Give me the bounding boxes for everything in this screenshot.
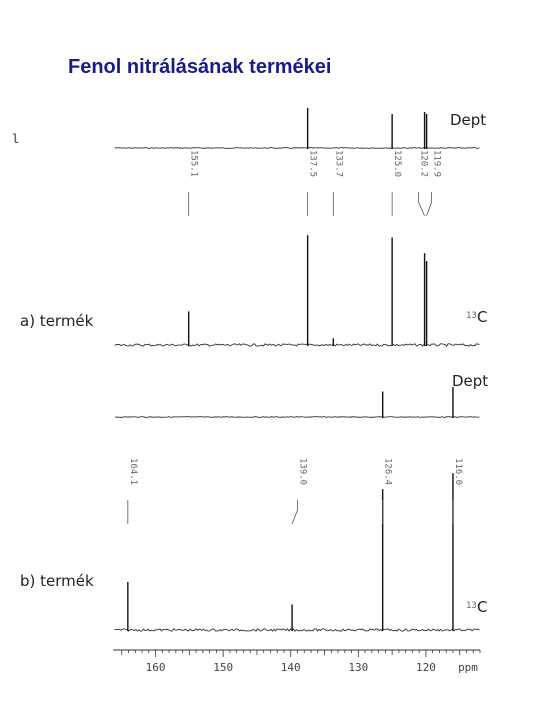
peak-label-119.9: 119.9 (432, 150, 442, 177)
spectrum-title-c13-b: b) termék (20, 572, 94, 590)
nucleus-symbol-c13-a: C (477, 308, 487, 326)
tick-label-160: 160 (146, 661, 166, 674)
peak-labels: 155.1 137.5 133.7 125.0 120.2 119.9 164.1 139.0… (127, 150, 463, 525)
spectrum-traces (114, 147, 480, 632)
spectrum-title-dept-b: Dept (452, 372, 488, 390)
baseline-dept-a (114, 147, 480, 149)
peak-label-116.0: 116.0 (453, 458, 463, 485)
peak-label-tick-120.2 (418, 192, 425, 217)
nucleus-mass-c13-b: 13 (466, 601, 477, 611)
spectrum-title-c13-a: a) termék (20, 312, 94, 330)
peak-label-139.0: 139.0 (298, 458, 308, 485)
peak-label-126.4: 126.4 (383, 458, 393, 485)
peak-label-164.1: 164.1 (128, 458, 138, 485)
tick-label-140: 140 (281, 661, 301, 674)
peak-label-tick-119.9 (426, 192, 433, 217)
peak-label-155.1: 155.1 (189, 150, 199, 177)
peak-label-120.2: 120.2 (419, 150, 429, 177)
peak-label-137.5: 137.5 (308, 150, 318, 177)
nucleus-symbol-c13-b: C (477, 598, 487, 616)
peak-label-133.7: 133.7 (333, 150, 343, 177)
stray-mark: l (12, 132, 20, 146)
peak-label-125.0: 125.0 (392, 150, 402, 177)
tick-label-150: 150 (213, 661, 233, 674)
slide-title: Fenol nitrálásának termékei (68, 56, 332, 78)
spectrum-title-dept-a: Dept (450, 111, 486, 129)
baseline-c13-b (114, 628, 480, 632)
nucleus-mass-c13-a: 13 (466, 311, 477, 321)
baseline-c13-a (114, 343, 480, 347)
ppm-axis: 160 150 140 130 120 ppm (113, 649, 481, 674)
spectrum-peaks (127, 108, 454, 631)
baseline-dept-b (114, 416, 480, 418)
tick-label-130: 130 (348, 661, 368, 674)
peak-label-tick-139.0 (291, 500, 298, 525)
tick-label-120: 120 (416, 661, 436, 674)
x-axis-label: ppm (458, 661, 478, 674)
